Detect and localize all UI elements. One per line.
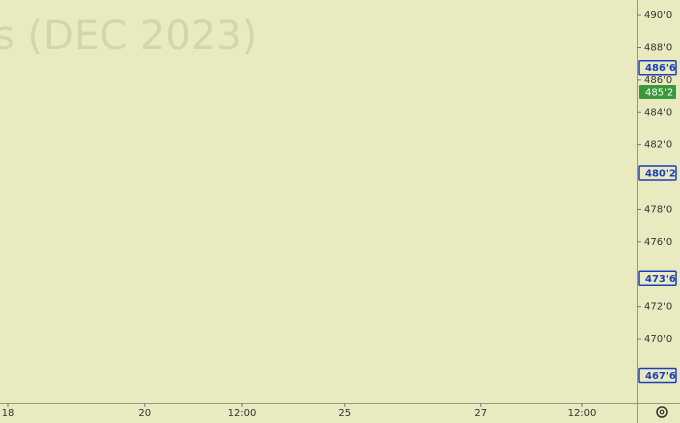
x-tick-label: 12:00	[228, 408, 257, 419]
level-label: 486'6	[645, 63, 676, 74]
last-price-box	[639, 85, 676, 100]
last-price-label: 485'2	[645, 88, 673, 99]
y-tick-label: 488'0	[644, 42, 672, 53]
x-tick-label: 12:00	[568, 408, 597, 419]
x-tick-label: 25	[338, 408, 351, 419]
y-tick-label: 470'0	[644, 334, 672, 345]
y-tick-label: 484'0	[644, 107, 672, 118]
level-label-box	[638, 367, 677, 384]
watermark: s (DEC 2023)	[0, 13, 257, 59]
y-tick-label: 486'0	[644, 75, 672, 86]
level-label: 467'6	[645, 371, 676, 382]
axis-layer: 490'0 488'0 486'0 484'0 482'0 478'0 476'0 472'0…	[2, 10, 677, 419]
x-tick-label: 20	[138, 408, 151, 419]
level-label: 473'6	[645, 274, 676, 285]
x-tick-label: 27	[474, 408, 487, 419]
settings-icon[interactable]	[656, 406, 668, 418]
x-tick-label: 18	[2, 408, 15, 419]
level-label-box	[638, 165, 677, 181]
y-tick-label: 490'0	[644, 10, 672, 21]
level-label-box	[638, 270, 677, 287]
y-tick-label: 482'0	[644, 140, 672, 151]
y-tick-label: 472'0	[644, 302, 672, 313]
level-label: 480'2	[645, 168, 676, 179]
y-tick-label: 478'0	[644, 204, 672, 215]
level-label-box	[638, 59, 677, 76]
y-tick-label: 476'0	[644, 237, 672, 248]
